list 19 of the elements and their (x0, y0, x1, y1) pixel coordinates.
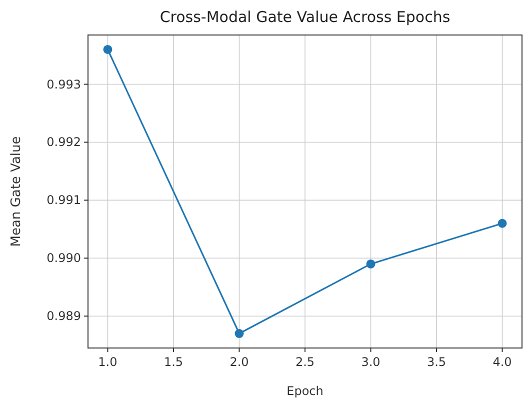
point (234, 329, 244, 338)
y-tick-label: 0.991 (46, 193, 81, 208)
point (103, 44, 112, 54)
x-tick-label: 4.0 (492, 355, 512, 369)
y-tick-label: 0.990 (46, 251, 81, 266)
x-tick-label: 1.0 (98, 355, 118, 369)
x-tick-label: 2.0 (230, 355, 249, 369)
point (498, 218, 507, 228)
y-tick-label: 0.992 (46, 135, 81, 150)
x-axis-title: Epoch (286, 384, 324, 398)
x-tick-label: 3.0 (361, 355, 380, 369)
y-axis-title: Mean Gate Value (9, 136, 24, 247)
y-tick-label: 0.989 (46, 309, 81, 324)
y-tick-label: 0.993 (46, 77, 81, 92)
x-tick-label: 2.5 (295, 355, 315, 369)
point (366, 259, 376, 268)
x-tick-label: 3.5 (426, 355, 446, 369)
chart-title: Cross-Modal Gate Value Across Epochs (160, 8, 450, 26)
x-tick-label: 1.5 (164, 355, 184, 369)
